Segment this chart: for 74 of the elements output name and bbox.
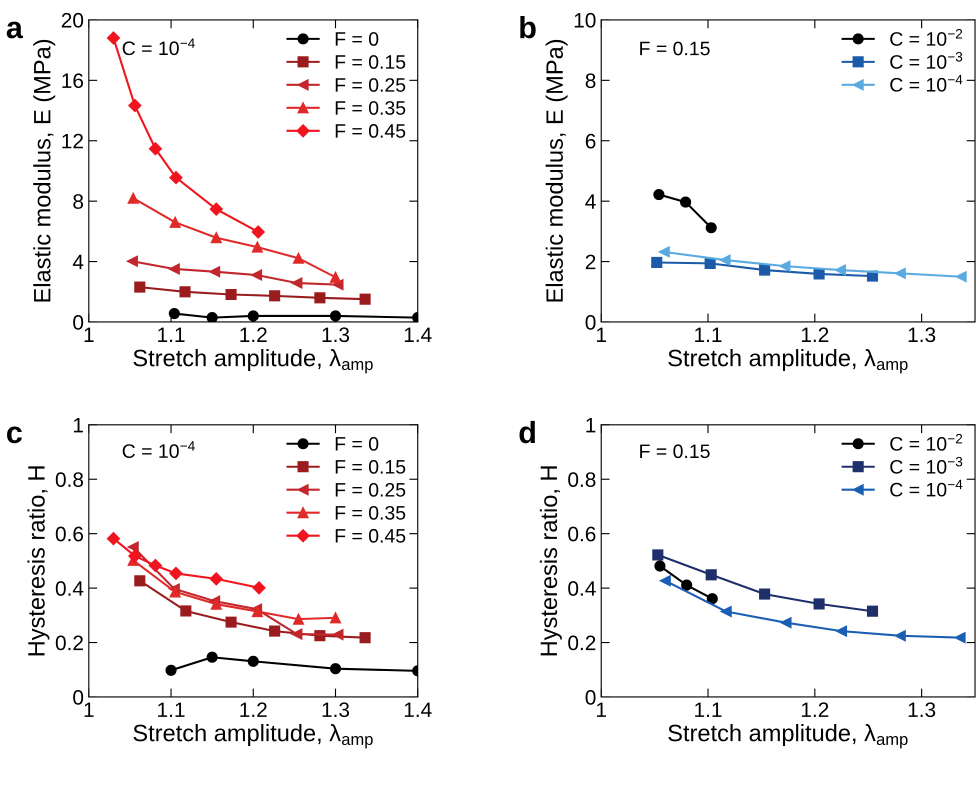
x-tick-label: 1.2 — [802, 327, 828, 342]
x-tick-label: 1.3 — [908, 327, 936, 342]
y-tick-label: 6 — [586, 134, 596, 149]
y-tick-label: 0.4 — [568, 581, 596, 596]
legend-label: C = 10$^{−2}$ — [890, 434, 962, 451]
y-tick-label: 0 — [586, 314, 596, 330]
x-axis-title: Stretch amplitude, λ$_{amp}$ — [668, 349, 908, 374]
y-axis-title: Hysteresis ratio, H — [27, 466, 50, 656]
x-tick-label: 1.2 — [240, 702, 267, 717]
y-tick-label: 10 — [574, 12, 596, 28]
x-axis-title: Stretch amplitude, λ$_{amp}$ — [668, 724, 908, 748]
y-tick-label: 0 — [73, 314, 84, 330]
x-axis-title: Stretch amplitude, λ$_{amp}$ — [133, 349, 373, 374]
y-tick-label: 0.8 — [568, 472, 596, 487]
x-tick-label: 1.2 — [240, 327, 267, 342]
legend-label: F = 0.15 — [336, 460, 406, 474]
x-tick-label: 1.1 — [695, 702, 722, 717]
x-tick-label: 1 — [84, 702, 94, 717]
x-tick-label: 1.2 — [802, 702, 828, 717]
legend-label: F = 0 — [336, 436, 378, 451]
legend-label: F = 0.45 — [336, 528, 406, 543]
legend-label: F = 0.25 — [336, 78, 406, 92]
annotation: F = 0.15 — [640, 42, 710, 56]
y-tick-label: 4 — [72, 254, 84, 270]
x-tick-label: 1 — [597, 702, 606, 717]
x-tick-label: 1.1 — [158, 328, 185, 342]
legend-label: F = 0 — [336, 32, 378, 46]
x-tick-label: 1.1 — [695, 328, 722, 342]
text: a — [6, 22, 24, 38]
x-tick-label: 1 — [597, 328, 606, 342]
text: d — [520, 420, 535, 444]
legend-label: C = 10$^{−3}$ — [890, 52, 962, 69]
text: b — [520, 16, 536, 38]
legend-label: F = 0.35 — [336, 506, 406, 520]
y-tick-label: 0.6 — [568, 526, 596, 542]
legend-label: C = 10$^{−4}$ — [890, 74, 962, 92]
y-tick-label: 4 — [585, 194, 596, 209]
y-tick-label: 0.2 — [56, 636, 83, 650]
y-tick-label: 0.2 — [568, 636, 596, 650]
legend-label: C = 10$^{−2}$ — [890, 28, 962, 46]
x-tick-label: 1.3 — [322, 702, 350, 718]
y-tick-label: 0 — [586, 690, 596, 705]
y-tick-label: 8 — [586, 73, 596, 88]
x-tick-label: 1.4 — [404, 328, 432, 342]
legend-label: F = 0.25 — [336, 482, 406, 497]
legend-label: F = 0.35 — [336, 101, 406, 115]
legend-label: F = 0.45 — [336, 124, 406, 138]
y-tick-label: 0.6 — [56, 526, 84, 542]
annotation: C = 10$^{−4}$ — [122, 441, 195, 458]
y-tick-label: 16 — [62, 73, 84, 88]
y-tick-label: 2 — [586, 254, 596, 270]
x-axis-title: Stretch amplitude, λ$_{amp}$ — [133, 724, 373, 748]
legend-label: C = 10$^{−4}$ — [890, 480, 962, 497]
x-tick-label: 1.4 — [404, 702, 432, 717]
x-tick-label: 1.3 — [322, 327, 350, 342]
annotation: C = 10$^{−4}$ — [122, 38, 195, 56]
x-tick-label: 1 — [84, 328, 94, 342]
annotation: F = 0.15 — [640, 444, 710, 458]
text: c — [7, 426, 22, 444]
y-tick-label: 1 — [74, 418, 83, 432]
x-tick-label: 1.3 — [908, 702, 936, 718]
legend-label: C = 10$^{−3}$ — [890, 456, 962, 474]
y-tick-label: 0.4 — [56, 581, 84, 596]
x-tick-label: 1.1 — [158, 702, 185, 717]
y-axis-title: Elastic modulus, E (MPa) — [33, 40, 56, 302]
y-tick-label: 0.8 — [56, 472, 84, 487]
y-axis-title: Elastic modulus, E (MPa) — [546, 40, 568, 302]
y-axis-title: Hysteresis ratio, H — [540, 466, 562, 656]
y-tick-label: 0 — [73, 690, 84, 705]
y-tick-label: 12 — [62, 134, 83, 148]
y-tick-label: 8 — [73, 194, 84, 209]
y-tick-label: 20 — [62, 12, 84, 28]
y-tick-label: 1 — [586, 418, 596, 432]
legend-label: F = 0.15 — [336, 55, 406, 69]
